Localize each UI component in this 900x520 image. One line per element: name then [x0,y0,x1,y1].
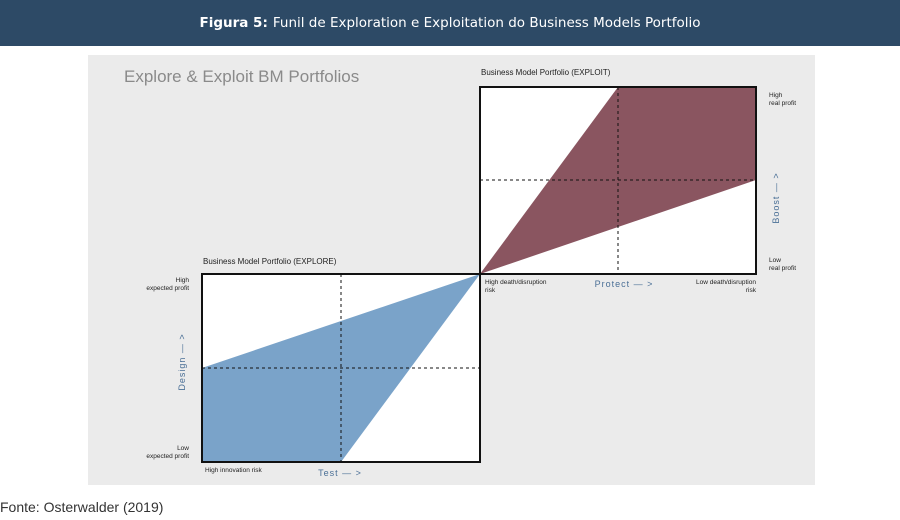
exploit-x-high-1: Low death/disruption [696,279,756,286]
exploit-y-low-1: Low [769,257,781,264]
exploit-x-low-1: High death/disruption [485,279,547,286]
exploit-x-axis-label: Protect — > [595,279,654,289]
exploit-y-low-2: real profit [769,265,796,272]
explore-x-axis-label: Test — > [318,468,362,478]
exploit-y-high-2: real profit [769,100,796,107]
explore-y-high-2: expected profit [146,285,189,292]
diagram-panel: Explore & Exploit BM Portfolios Business… [88,55,815,485]
explore-box-border [201,273,481,463]
portfolio-diagram: Explore & Exploit BM Portfolios Business… [124,67,796,478]
exploit-y-axis-label: Boost — > [771,172,781,223]
exploit-x-high-2: risk [746,287,757,294]
exploit-title: Business Model Portfolio (EXPLOIT) [481,68,611,77]
explore-x-low-label: High innovation risk [205,467,262,474]
figure-label: Figura 5: [199,15,268,31]
explore-y-high-1: High [176,277,190,284]
exploit-box-border [479,86,757,275]
explore-y-low-2: expected profit [146,453,189,460]
diagram-main-title: Explore & Exploit BM Portfolios [124,67,359,86]
exploit-y-high-1: High [769,92,783,99]
figure-header: Figura 5: Funil de Exploration e Exploit… [0,0,900,46]
explore-y-axis-label: Design — > [177,333,187,390]
exploit-x-low-2: risk [485,287,496,294]
figure-title: Funil de Exploration e Exploitation do B… [272,15,701,31]
figure-source-caption: Fonte: Osterwalder (2019) [0,499,164,515]
explore-title: Business Model Portfolio (EXPLORE) [203,257,337,266]
explore-y-low-1: Low [177,445,189,452]
